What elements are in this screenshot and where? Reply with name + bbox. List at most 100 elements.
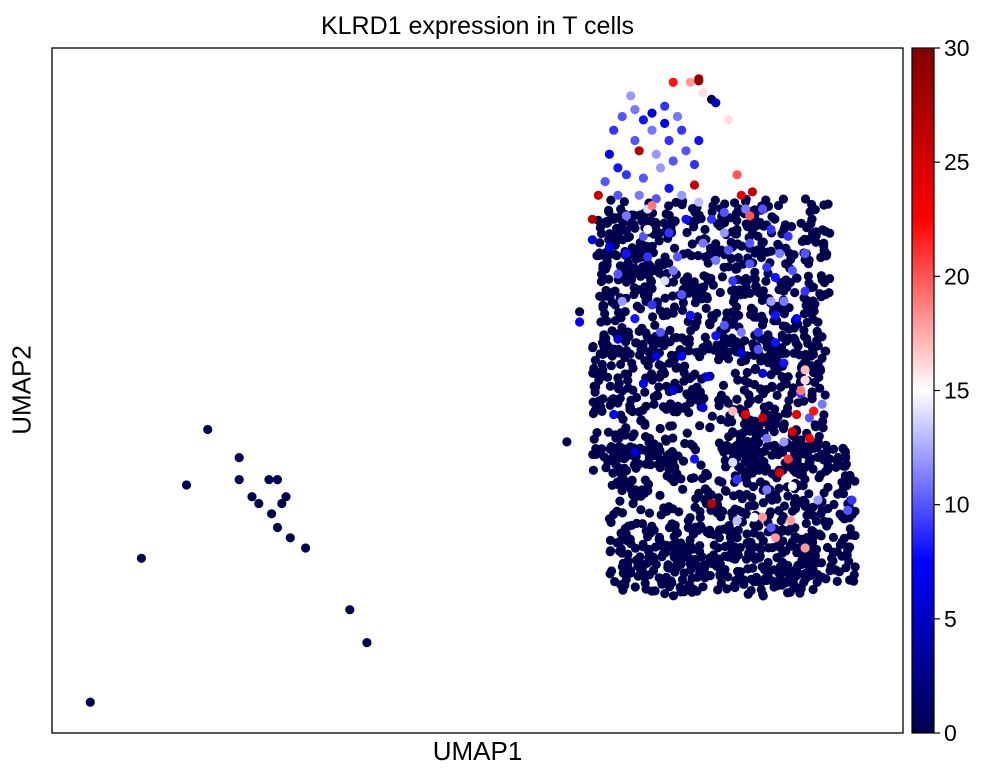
cell-point: [800, 194, 811, 204]
cell-point: [736, 190, 746, 200]
cell-point: [696, 289, 707, 299]
cell-point: [716, 506, 727, 516]
cell-point: [732, 475, 742, 485]
cell-point: [723, 398, 733, 408]
cell-point: [618, 558, 628, 568]
cell-point: [668, 266, 678, 276]
cell-point: [604, 234, 614, 245]
cell-point: [742, 222, 753, 232]
cell-point: [751, 459, 761, 470]
cell-point: [767, 212, 777, 222]
cell-point: [755, 531, 765, 541]
cell-point: [818, 423, 828, 433]
cell-point: [594, 399, 605, 409]
cell-point: [790, 288, 800, 298]
cell-point: [613, 307, 624, 318]
cell-point: [804, 505, 814, 516]
cell-point: [632, 392, 642, 403]
cell-point: [664, 258, 674, 268]
cell-point: [683, 346, 693, 356]
cell-point: [727, 319, 737, 329]
cell-point: [598, 261, 608, 271]
cell-point: [819, 238, 829, 248]
cell-point: [664, 358, 675, 368]
cell-point: [727, 307, 737, 317]
cell-point: [720, 541, 730, 552]
cell-point: [638, 173, 649, 183]
colorbar-tick-label: 20: [944, 263, 970, 289]
cell-point: [774, 506, 784, 516]
cell-point: [690, 554, 700, 565]
cell-point: [841, 563, 851, 573]
cell-point: [602, 289, 612, 299]
cell-point: [621, 423, 631, 433]
cell-point: [630, 582, 640, 592]
cell-point: [702, 372, 712, 382]
cell-point: [718, 380, 729, 390]
cell-point: [787, 506, 798, 516]
cell-point: [608, 394, 618, 404]
cell-point: [672, 111, 683, 122]
cell-point: [838, 461, 848, 471]
cell-point: [787, 266, 798, 276]
cell-point: [638, 231, 649, 241]
cell-point: [664, 201, 674, 211]
cell-point: [654, 382, 664, 392]
cell-point: [596, 228, 607, 239]
cell-point: [655, 463, 665, 473]
cell-point: [655, 306, 665, 316]
cell-point: [621, 248, 632, 259]
cell-point: [668, 433, 678, 443]
cell-point: [617, 323, 627, 333]
cell-point: [825, 274, 835, 284]
cell-point: [637, 519, 648, 529]
cell-point: [808, 527, 819, 537]
cell-point: [785, 573, 795, 583]
cell-point: [683, 523, 693, 533]
cell-point: [786, 516, 796, 526]
cell-point: [638, 539, 648, 550]
cell-point: [751, 281, 761, 291]
cell-point: [638, 379, 649, 389]
cell-point: [651, 194, 661, 204]
cell-point: [822, 542, 833, 553]
cell-point: [804, 560, 814, 570]
cell-point: [682, 227, 692, 238]
cell-point: [741, 282, 751, 292]
cell-point: [655, 327, 666, 337]
cell-point: [823, 482, 833, 492]
cell-point: [690, 322, 700, 332]
cell-point: [832, 547, 842, 557]
cell-point: [617, 485, 627, 496]
cell-point: [345, 605, 355, 615]
cell-point: [629, 219, 639, 230]
cell-point: [587, 235, 598, 245]
cell-point: [832, 576, 842, 587]
cell-point: [254, 498, 264, 509]
cell-point: [676, 555, 686, 565]
cell-point: [758, 286, 769, 296]
cell-point: [739, 579, 749, 590]
cell-point: [817, 399, 827, 409]
cell-point: [681, 146, 691, 156]
cell-point: [635, 304, 646, 314]
cell-point: [247, 492, 257, 502]
cell-point: [762, 565, 772, 575]
cell-point: [605, 569, 615, 579]
cell-point: [673, 362, 683, 373]
cell-point: [694, 135, 704, 146]
cell-point: [595, 250, 605, 260]
cell-point: [758, 389, 768, 399]
cell-point: [621, 337, 631, 347]
cell-point: [761, 276, 771, 286]
cell-point: [770, 338, 781, 348]
cell-point: [779, 296, 789, 306]
cell-point: [800, 365, 810, 375]
cell-point: [723, 245, 734, 255]
cell-point: [803, 448, 813, 458]
cell-point: [678, 456, 689, 466]
cell-point: [665, 325, 675, 335]
cell-point: [604, 205, 614, 215]
cell-point: [647, 586, 657, 596]
cell-point: [815, 364, 825, 374]
